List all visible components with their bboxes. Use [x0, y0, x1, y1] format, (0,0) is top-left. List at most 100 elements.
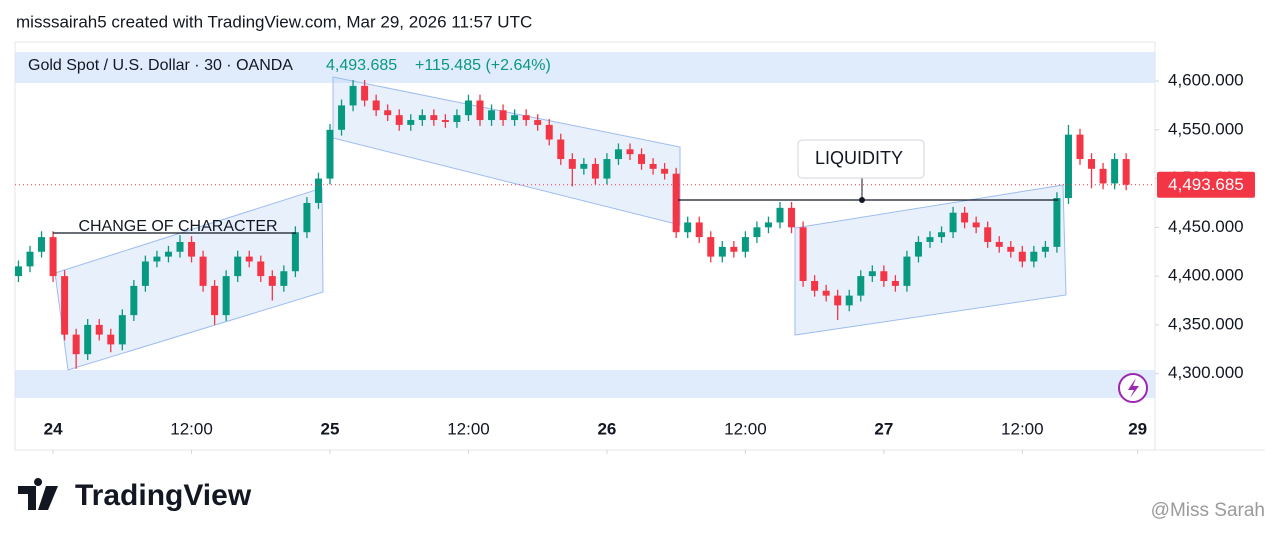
candle-body [926, 237, 934, 242]
x-tick-label: 12:00 [170, 419, 213, 438]
candle-body [511, 115, 519, 121]
symbol: Gold Spot / U.S. Dollar · 30 · OANDA [28, 57, 293, 74]
candle-body [764, 222, 772, 228]
candle-body [868, 271, 876, 277]
x-tick-label: 25 [321, 419, 340, 438]
candle-body [464, 100, 472, 116]
candle-body [38, 237, 46, 252]
y-tick-label: 4,450.000 [1168, 217, 1244, 236]
candle-body [1111, 159, 1119, 184]
candle-body [1041, 246, 1049, 252]
candle-body [638, 154, 646, 164]
annotation: CHANGE OF CHARACTER [78, 218, 277, 235]
y-tick-label: 4,550.000 [1168, 119, 1244, 138]
annotation: LIQUIDITY [815, 148, 903, 168]
legend-change: +115.485 (+2.64%) [415, 57, 551, 74]
brand-name: TradingView [75, 479, 252, 512]
candle-body [961, 212, 969, 223]
candle-body [26, 251, 34, 267]
candle-body [211, 285, 219, 316]
candle-body [626, 149, 634, 155]
candle-body [1053, 198, 1061, 247]
candle-body [557, 139, 565, 160]
candle-body [914, 241, 922, 257]
candle-body [303, 202, 311, 233]
x-tick-label: 24 [44, 419, 63, 438]
candle-body [614, 149, 622, 160]
y-tick-label: 4,300.000 [1168, 363, 1244, 382]
x-tick-label: 12:00 [447, 419, 490, 438]
candle-body [164, 251, 172, 257]
x-tick-label: 29 [1128, 419, 1147, 438]
candle-body [188, 241, 196, 257]
candle-body [234, 256, 242, 277]
candle-body [1018, 251, 1026, 262]
candle-body [995, 241, 1003, 247]
candle-body [730, 246, 738, 252]
candle-body [534, 120, 542, 125]
candle-body [314, 178, 322, 203]
candle-body [130, 285, 138, 316]
y-tick-label: 4,600.000 [1168, 71, 1244, 90]
candle-body [984, 227, 992, 242]
candle-body [799, 227, 807, 281]
candle-body [49, 237, 57, 277]
candle-body [338, 105, 346, 130]
demand-zone [15, 370, 1155, 398]
candle-body [257, 261, 265, 277]
candle-body [430, 115, 438, 121]
candle-body [857, 276, 865, 296]
candle-body [718, 246, 726, 257]
candle-body [1076, 134, 1084, 160]
candle-body [418, 115, 426, 121]
candle-body [972, 222, 980, 228]
candle-body [61, 276, 69, 335]
candle-body [95, 324, 103, 335]
candle-body [326, 129, 334, 179]
candle-body [476, 100, 484, 121]
candle-body [1122, 159, 1130, 185]
x-tick-label: 12:00 [724, 419, 767, 438]
price-tag [1157, 171, 1255, 198]
y-tick-label: 4,400.000 [1168, 266, 1244, 285]
candle-body [141, 261, 149, 286]
candle-body [753, 227, 761, 238]
x-tick-label: 12:00 [1001, 419, 1044, 438]
price-tag-label: 4,493.685 [1168, 175, 1244, 194]
x-tick-label: 27 [874, 419, 893, 438]
candle-body [580, 163, 588, 169]
channel [794, 184, 1067, 336]
candle-body [268, 276, 276, 286]
alert-bolt [1128, 378, 1139, 398]
candle-body [834, 295, 842, 306]
candle-body [822, 290, 830, 296]
y-tick-label: 4,350.000 [1168, 314, 1244, 333]
candle-body [349, 85, 357, 106]
candle-body [545, 124, 553, 140]
candle-body [222, 276, 230, 316]
candle-body [84, 324, 92, 355]
candle-body [1099, 168, 1107, 184]
channel [332, 76, 681, 226]
candle-body [176, 241, 184, 252]
candle-body [591, 163, 599, 179]
candle-body [741, 237, 749, 252]
candle-body [1088, 159, 1096, 169]
candle-body [707, 237, 715, 257]
supply-zone [15, 52, 1155, 83]
candle-body [384, 110, 392, 116]
candle-body [603, 159, 611, 179]
candle-body [649, 163, 657, 169]
candle-body [695, 222, 703, 238]
candle-body [199, 256, 207, 286]
candle-body [372, 100, 380, 111]
candle-body [938, 232, 946, 238]
candle-body [776, 207, 784, 223]
candle-body [949, 212, 957, 233]
candle-body [245, 256, 253, 262]
candle-body [407, 120, 415, 125]
candle-body [811, 280, 819, 291]
candle-body [14, 266, 22, 277]
